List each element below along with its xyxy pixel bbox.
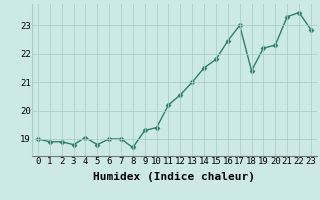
X-axis label: Humidex (Indice chaleur): Humidex (Indice chaleur) (93, 172, 255, 182)
